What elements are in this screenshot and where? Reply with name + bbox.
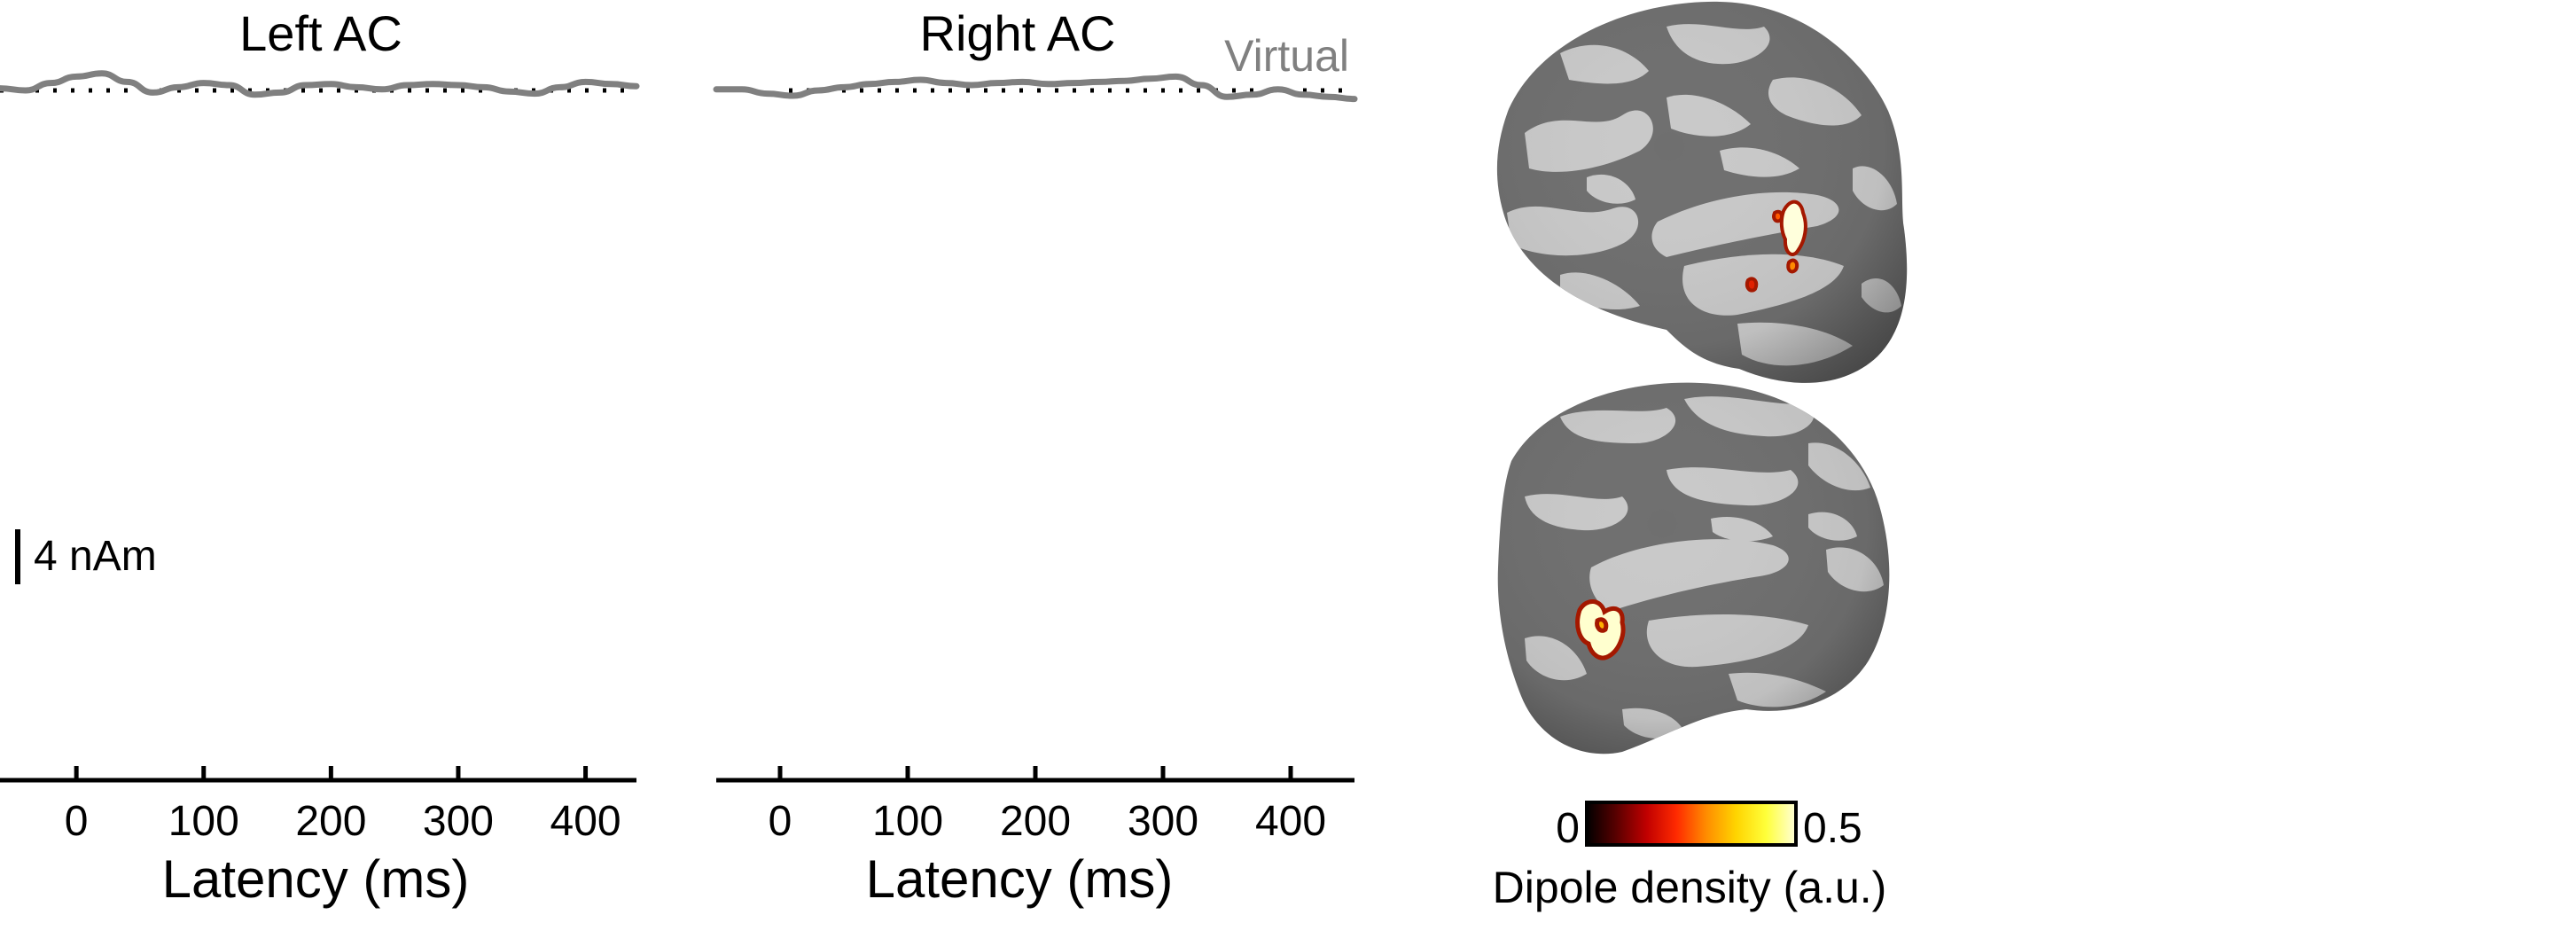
right-ac-series-line [713,73,1358,103]
brain-left-hemisphere [1497,382,1890,754]
left-ac-x-tick-label-100: 100 [168,798,239,845]
right-ac-x-tick-label-200: 200 [1000,798,1071,845]
right-ac-panel: Right AC 0 100 200 300 400 Latency (ms) Virt… [713,5,1358,909]
left-ac-series-line [0,70,640,98]
right-ac-x-axis-label: Latency (ms) [866,849,1174,909]
left-ac-panel: Left AC 0 100 200 300 400 Latency (ms) 4 nAm [0,5,640,909]
right-ac-x-tick-label-300: 300 [1128,798,1198,845]
right-ac-x-tick-label-100: 100 [872,798,943,845]
colorbar-max-label: 0.5 [1803,805,1862,852]
colorbar-gradient [1585,801,1798,847]
right-ac-title: Right AC [920,5,1116,61]
left-ac-title: Left AC [239,5,402,61]
left-ac-x-tick-label-300: 300 [423,798,494,845]
colorbar: 0 0.5 Dipole density (a.u.) [1493,801,1887,912]
left-ac-x-tick-label-0: 0 [65,798,89,845]
colorbar-min-label: 0 [1556,805,1580,852]
right-ac-x-tick-label-400: 400 [1255,798,1326,845]
activation-blobs-left [1575,599,1626,661]
left-ac-x-ticks: 0 100 200 300 400 [65,766,621,845]
activation-blobs-right [1745,199,1807,293]
colorbar-label: Dipole density (a.u.) [1493,863,1887,912]
legend-entry-virtual: Virtual [1224,31,1349,81]
right-ac-x-ticks: 0 100 200 300 400 [769,766,1326,845]
scale-bar-label: 4 nAm [34,533,157,580]
brain-right-hemisphere [1496,1,1908,383]
left-ac-x-axis-label: Latency (ms) [162,849,470,909]
right-ac-x-tick-label-0: 0 [769,798,792,845]
left-ac-x-tick-label-400: 400 [550,798,621,845]
left-ac-x-tick-label-200: 200 [295,798,366,845]
